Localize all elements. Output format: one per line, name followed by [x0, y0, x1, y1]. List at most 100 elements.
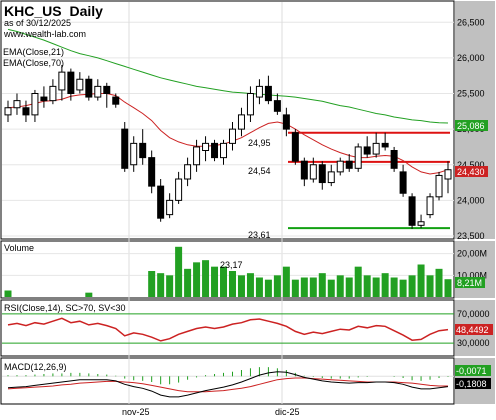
volume-bar	[327, 279, 335, 297]
candle	[31, 89, 39, 122]
ema70-line	[7, 28, 449, 124]
level-label-2: 24,54	[248, 166, 271, 176]
rsi-tick-label: 30,0000	[457, 338, 490, 348]
site-url: www.wealth-lab.com	[3, 29, 86, 39]
volume-bar	[300, 277, 308, 297]
volume-label: Volume	[4, 243, 34, 253]
volume-bar	[246, 273, 254, 297]
volume-bar	[166, 275, 174, 297]
candle	[345, 154, 353, 172]
volume-bar	[372, 277, 380, 297]
candle	[309, 157, 317, 183]
volume-bar	[184, 268, 192, 297]
volume-tick-label: 10,00M	[457, 270, 487, 280]
candle-body	[246, 93, 254, 116]
macd-signal-tag: -0,1808	[455, 378, 491, 389]
candle-body	[67, 71, 75, 94]
price-tick-label: 25,500	[457, 89, 485, 99]
rsi-line	[7, 317, 449, 342]
candle-body	[166, 199, 174, 216]
rsi-group	[2, 313, 454, 344]
candle-body	[228, 128, 236, 144]
volume-bar	[175, 246, 183, 297]
rsi-label: RSI(Close,14), SC>70, SV<30	[4, 303, 126, 313]
candle	[426, 193, 434, 219]
candle-body	[103, 85, 111, 94]
ema21-value-tag: 24,430	[455, 166, 488, 177]
candle	[139, 129, 147, 165]
candle	[94, 79, 102, 101]
candle-body	[94, 85, 102, 98]
candle-body	[372, 142, 380, 155]
macd-group	[2, 367, 454, 398]
candles	[4, 65, 452, 229]
ema-lines	[7, 28, 449, 175]
candle	[130, 136, 138, 172]
price-tick-label: 24,000	[457, 195, 485, 205]
candle-body	[444, 169, 452, 180]
chart-title: KHC_US Daily	[4, 3, 103, 19]
candle-body	[157, 185, 165, 219]
candle	[193, 139, 201, 172]
candle	[381, 132, 389, 151]
candle-body	[85, 78, 93, 98]
candle-body	[40, 96, 48, 102]
volume-bar	[390, 277, 398, 297]
candle	[148, 150, 156, 194]
candle	[4, 100, 12, 122]
volume-bar	[309, 277, 317, 297]
volume-bar	[282, 266, 290, 297]
candle	[112, 93, 120, 108]
candle-body	[327, 171, 335, 184]
candle	[264, 75, 272, 105]
volume-bar	[336, 275, 344, 297]
candle	[336, 157, 344, 176]
price-tick-label: 24,500	[457, 160, 485, 170]
volume-bar	[237, 275, 245, 297]
candle	[13, 93, 21, 115]
level-label-1: 24,95	[248, 138, 271, 148]
ema21-legend: EMA(Close,21)	[3, 47, 64, 57]
candle	[49, 79, 57, 105]
candle-body	[345, 160, 353, 169]
candle-body	[273, 100, 281, 112]
volume-bar	[157, 273, 165, 297]
volume-bar	[264, 279, 272, 297]
ema21-line	[7, 93, 449, 175]
candle-body	[148, 157, 156, 187]
candle	[202, 136, 210, 162]
candle-body	[354, 146, 362, 169]
volume-tick-label: 20,00M	[457, 249, 487, 259]
level-label-3: 23,61	[248, 230, 271, 240]
candle-body	[381, 142, 389, 148]
candle	[408, 193, 416, 229]
candle	[291, 129, 299, 165]
rsi-value-tag: 48,4492	[455, 324, 493, 335]
candle-body	[4, 107, 12, 116]
volume-bar	[363, 275, 371, 297]
price-tick-label: 26,500	[457, 17, 485, 27]
candle-body	[390, 150, 398, 169]
candle	[354, 143, 362, 172]
volume-bar	[345, 277, 353, 297]
volume-bar	[444, 279, 452, 297]
volume-bar	[417, 264, 425, 297]
volume-bar	[193, 262, 201, 297]
macd-panel	[0, 357, 455, 405]
volume-bar	[211, 266, 219, 297]
macd-line	[7, 371, 449, 398]
candle-body	[58, 71, 66, 91]
symbol: KHC_US	[4, 3, 62, 19]
rsi-panel	[0, 299, 455, 357]
candle-body	[363, 146, 371, 155]
volume-bar	[318, 273, 326, 297]
candle-body	[130, 142, 138, 166]
volume-bar	[399, 279, 407, 297]
candle-body	[282, 114, 290, 130]
candle	[300, 157, 308, 187]
candle	[399, 164, 407, 197]
volume-bar	[148, 271, 156, 297]
volume-bar	[273, 275, 281, 297]
volume-bar	[85, 292, 93, 297]
